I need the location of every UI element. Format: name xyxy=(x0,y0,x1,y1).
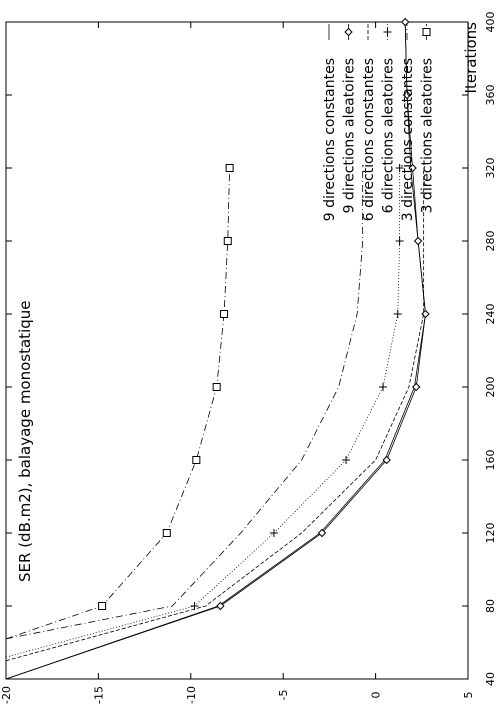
series-line xyxy=(5,21,426,680)
series-2 xyxy=(5,17,430,680)
y-tick-label: 5 xyxy=(462,692,475,699)
legend-item: 3 directions aleatoires xyxy=(420,24,436,213)
x-tick-label: 120 xyxy=(484,523,497,544)
series-4 xyxy=(5,164,404,658)
data-point xyxy=(98,602,107,610)
y-tick-label: 0 xyxy=(370,692,383,699)
legend-label: 6 directions aleatoires xyxy=(381,58,397,213)
y-tick-label: -5 xyxy=(277,690,290,701)
x-tick-label: 160 xyxy=(484,450,497,471)
series-layer xyxy=(5,17,430,680)
legend-label: 9 directions constantes xyxy=(322,58,338,221)
data-point xyxy=(190,602,199,610)
series-line xyxy=(5,168,364,640)
series-line xyxy=(5,167,231,640)
data-point xyxy=(421,309,430,319)
data-point xyxy=(413,236,423,246)
series-line xyxy=(5,168,401,658)
legend-item: 9 directions constantes xyxy=(322,24,338,221)
legend-label: 3 directions aleatoires xyxy=(420,58,436,213)
data-point xyxy=(395,237,404,245)
legend-label: 3 directions constantes xyxy=(400,58,416,221)
x-tick-label: 200 xyxy=(484,377,497,398)
data-point xyxy=(162,529,171,537)
legend-label: 9 directions aleatoires xyxy=(342,58,358,213)
legend-item: 3 directions constantes xyxy=(400,24,416,221)
x-tick-label: 280 xyxy=(484,231,497,252)
data-point xyxy=(225,164,234,172)
x-tick-label: 360 xyxy=(484,85,497,106)
series-5 xyxy=(5,168,364,640)
legend-marker xyxy=(344,27,353,37)
x-tick-label: 240 xyxy=(484,304,497,325)
plot-frame xyxy=(5,21,469,680)
series-1 xyxy=(5,21,426,680)
y-tick-label: -10 xyxy=(185,686,198,704)
legend-item: 6 directions aleatoires xyxy=(381,24,397,213)
data-point xyxy=(382,455,391,465)
x-axis-label: Iterations xyxy=(462,22,480,94)
data-point xyxy=(216,601,225,611)
data-point xyxy=(378,383,387,391)
x-tick-labels: 40 80 120 160 200 240 280 320 360 400 xyxy=(484,12,497,687)
data-point xyxy=(342,456,351,464)
series-6 xyxy=(5,164,234,640)
data-point xyxy=(269,529,278,537)
y-tick-label: -20 xyxy=(0,686,13,704)
data-point xyxy=(395,164,404,172)
series-3 xyxy=(5,168,425,662)
data-point xyxy=(412,382,421,392)
data-point xyxy=(400,17,410,27)
legend: 9 directions constantes 9 directions alea… xyxy=(322,24,436,221)
legend-marker xyxy=(422,28,431,36)
x-tick-label: 320 xyxy=(484,158,497,179)
data-point xyxy=(402,90,412,100)
legend-item: 6 directions constantes xyxy=(361,24,377,221)
data-point xyxy=(192,456,201,464)
y-tick-labels: -20 -15 -10 -5 0 5 xyxy=(0,686,475,704)
data-point xyxy=(220,310,229,318)
data-point xyxy=(212,383,221,391)
y-tick-label: -15 xyxy=(92,686,105,704)
data-point xyxy=(223,237,232,245)
data-point xyxy=(393,310,402,318)
series-line xyxy=(5,21,426,680)
series-line xyxy=(5,168,425,662)
data-point xyxy=(317,528,327,538)
legend-label: 6 directions constantes xyxy=(361,58,377,221)
tick-marks xyxy=(5,21,469,680)
x-tick-label: 400 xyxy=(484,12,497,33)
x-tick-label: 80 xyxy=(484,599,497,613)
legend-marker xyxy=(383,28,392,36)
legend-item: 9 directions aleatoires xyxy=(342,24,358,213)
data-point xyxy=(408,163,417,173)
chart-title: SER (dB.m2), balayage monostatique xyxy=(16,301,34,583)
x-tick-label: 40 xyxy=(484,672,497,686)
